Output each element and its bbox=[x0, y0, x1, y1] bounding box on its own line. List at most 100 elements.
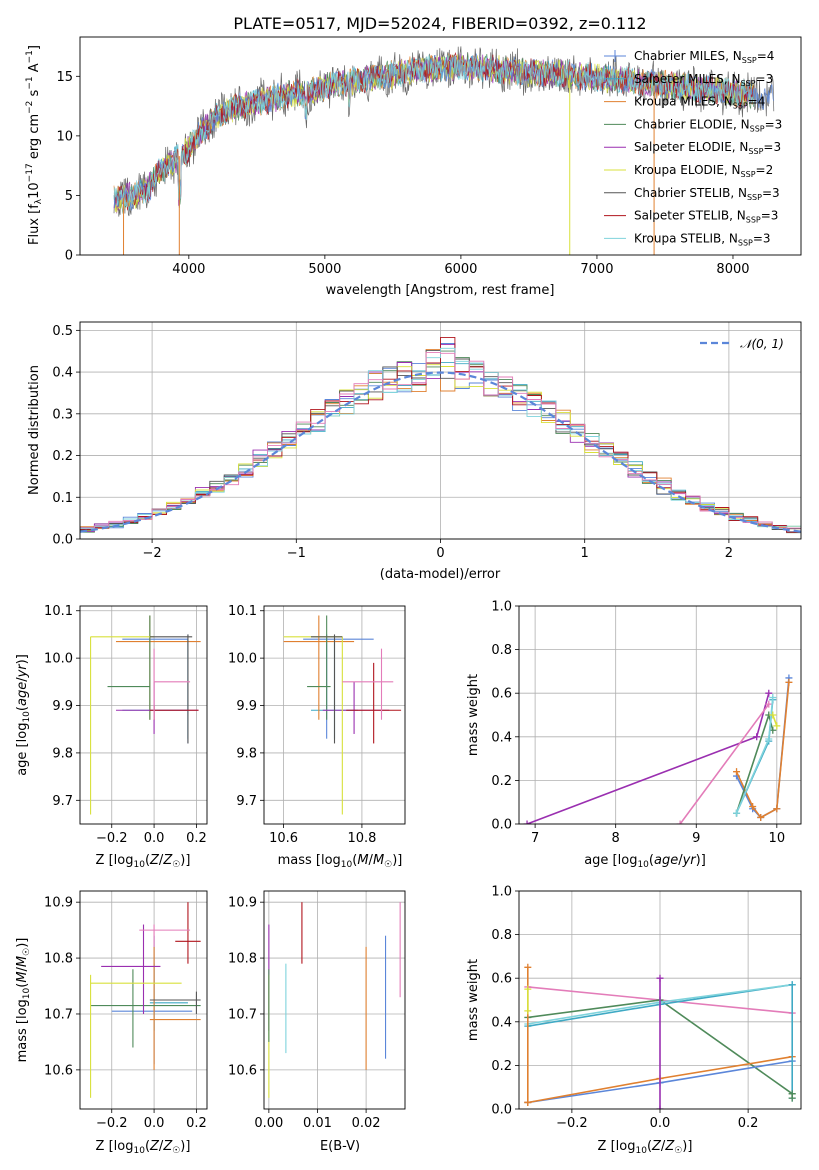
legend-entry-label: Salpeter ELODIE, NSSP=3 bbox=[634, 140, 781, 156]
mass-weight-marker bbox=[765, 735, 773, 743]
mass-weight-marker bbox=[773, 722, 781, 730]
y-tick-label: 0.8 bbox=[491, 928, 512, 943]
errorbar-point bbox=[90, 636, 155, 815]
y-tick-label: 0.4 bbox=[491, 1015, 512, 1030]
x-tick-label: 5000 bbox=[308, 262, 341, 277]
legend-entry-label: Chabrier MILES, NSSP=4 bbox=[634, 49, 774, 65]
legend-entry-sub: SSP bbox=[746, 216, 761, 225]
x-tick-label: −0.2 bbox=[96, 831, 128, 846]
y-tick-label: 0.6 bbox=[491, 972, 512, 987]
legend-entry-sub: SSP bbox=[733, 102, 748, 111]
errorbar-point bbox=[139, 924, 191, 947]
mass-weight-marker bbox=[769, 711, 777, 719]
legend-entry-sub: SSP bbox=[747, 193, 762, 202]
mass-weight-marker bbox=[765, 689, 773, 697]
legend-entry-base: Salpeter ELODIE, N bbox=[634, 140, 748, 154]
legend-entry-sub: SSP bbox=[748, 147, 763, 156]
x-tick-label: −0.2 bbox=[96, 1116, 128, 1131]
mass-weight-marker bbox=[524, 1098, 532, 1106]
y-tick-label: 0.0 bbox=[491, 818, 512, 833]
y-tick-label: 5 bbox=[65, 189, 73, 204]
axes-frame bbox=[79, 605, 208, 825]
legend-entry-sub: SSP bbox=[742, 56, 757, 65]
age-vs-Z-ylabel: age [log10(age/yr)] bbox=[15, 654, 32, 776]
spectrum-ylabel: Flux [fλ10−17 erg cm−2 s−1 A−1] bbox=[25, 45, 44, 245]
mass-weight-marker bbox=[524, 985, 532, 993]
weight-vs-Z-plot-area: −0.2 0.0 0.2 0.0 0.2 0.4 0.6 0.8 1.0 bbox=[491, 885, 802, 1131]
legend-entry-tail: =3 bbox=[756, 72, 774, 86]
x-tick-label: 0.0 bbox=[144, 1116, 165, 1131]
mass-weight-marker bbox=[765, 700, 773, 708]
mass-weight-marker bbox=[656, 974, 664, 982]
x-tick-label: 0.2 bbox=[186, 1116, 207, 1131]
errorbar-point bbox=[90, 974, 182, 1098]
legend-entry-base: Chabrier STELIB, N bbox=[634, 186, 747, 200]
x-tick-label: 1 bbox=[581, 546, 589, 561]
y-tick-label: 9.9 bbox=[236, 699, 257, 714]
errorbar-point bbox=[122, 634, 189, 744]
legend-entry-base: Kroupa MILES, N bbox=[634, 95, 733, 109]
errorbar-point bbox=[311, 634, 343, 744]
age-vs-Z-plot-area: −0.2 0.0 0.2 9.7 9.8 9.9 10.0 10.1 bbox=[44, 604, 208, 846]
y-tick-label: 10.1 bbox=[44, 604, 73, 619]
y-tick-label: 0.4 bbox=[491, 730, 512, 745]
y-tick-label: 9.8 bbox=[236, 746, 257, 761]
x-tick-label: 8 bbox=[612, 831, 620, 846]
x-tick-label: −0.2 bbox=[556, 1116, 588, 1131]
mass-weight-series bbox=[679, 703, 770, 824]
plot-content bbox=[90, 902, 201, 1098]
errorbar-point bbox=[149, 634, 193, 744]
legend-entry-label: Chabrier STELIB, NSSP=3 bbox=[634, 186, 780, 202]
errorbar-point bbox=[153, 648, 191, 720]
legend-entry-sub: SSP bbox=[738, 238, 753, 247]
plot-content bbox=[523, 674, 793, 824]
mass-weight-series bbox=[526, 692, 770, 824]
x-tick-label: 10.8 bbox=[347, 831, 376, 846]
residuals-histogram bbox=[80, 349, 801, 531]
legend-entry-base: Salpeter MILES, N bbox=[634, 72, 741, 86]
legend-entry-sub: SSP bbox=[750, 124, 765, 133]
mass-weight-marker bbox=[757, 813, 765, 821]
y-tick-label: 10.8 bbox=[228, 952, 257, 967]
mass-weight-marker bbox=[788, 981, 796, 989]
legend-entry-base: Chabrier MILES, N bbox=[634, 49, 742, 63]
y-tick-label: 10 bbox=[56, 129, 73, 144]
mass-weight-marker bbox=[524, 963, 532, 971]
normal-pdf-curve bbox=[80, 371, 801, 533]
residuals-legend-label: 𝒩(0, 1) bbox=[740, 337, 784, 351]
mass-vs-ebv-panel: 0.00 0.01 0.02 10.6 10.7 10.8 10.9 E(B-V) bbox=[228, 890, 406, 1154]
age-vs-Z-xlabel: Z [log10(Z/Z☉)] bbox=[96, 853, 191, 870]
y-tick-label: 10.6 bbox=[228, 1063, 257, 1078]
errorbar-point bbox=[322, 681, 390, 734]
x-tick-label: 10 bbox=[769, 831, 786, 846]
errorbar-point bbox=[115, 681, 199, 734]
legend-entry-tail: =4 bbox=[748, 95, 766, 109]
x-tick-label: 0.0 bbox=[144, 831, 165, 846]
residuals-histogram bbox=[80, 351, 801, 529]
legend-entry-label: Kroupa ELODIE, NSSP=2 bbox=[634, 163, 773, 179]
errorbar-point bbox=[175, 902, 201, 964]
errorbar-point bbox=[342, 648, 394, 720]
plot-content bbox=[80, 336, 801, 534]
spectrum-panel: 4000 5000 6000 7000 8000 0 5 10 15 wavelength [A… bbox=[25, 36, 802, 298]
legend-entry-tail: =3 bbox=[763, 140, 781, 154]
y-tick-label: 15 bbox=[56, 70, 73, 85]
x-tick-label: 4000 bbox=[172, 262, 205, 277]
age-vs-mass-plot-area: 10.6 10.8 9.7 9.8 9.9 10.0 10.1 bbox=[228, 604, 406, 846]
x-tick-label: 0.02 bbox=[352, 1116, 381, 1131]
figure-title: PLATE=0517, MJD=52024, FIBERID=0392, z=0… bbox=[233, 14, 646, 33]
legend-entry-label: Salpeter STELIB, NSSP=3 bbox=[634, 209, 778, 225]
x-tick-label: 0.0 bbox=[650, 1116, 671, 1131]
mass-weight-marker bbox=[753, 733, 761, 741]
legend-entry-tail: =2 bbox=[756, 163, 774, 177]
x-tick-label: 10.6 bbox=[269, 831, 298, 846]
axes-frame bbox=[518, 890, 802, 1110]
weight-vs-Z-panel: −0.2 0.0 0.2 0.0 0.2 0.4 0.6 0.8 1.0 Z [log10(Z/… bbox=[466, 885, 802, 1156]
mass-weight-marker bbox=[773, 805, 781, 813]
y-tick-label: 0.0 bbox=[52, 533, 73, 548]
plot-content bbox=[283, 615, 402, 815]
residuals-ylabel: Normed distribution bbox=[27, 365, 42, 495]
legend-entry-base: Kroupa STELIB, N bbox=[634, 231, 738, 245]
mass-weight-marker bbox=[676, 820, 684, 824]
